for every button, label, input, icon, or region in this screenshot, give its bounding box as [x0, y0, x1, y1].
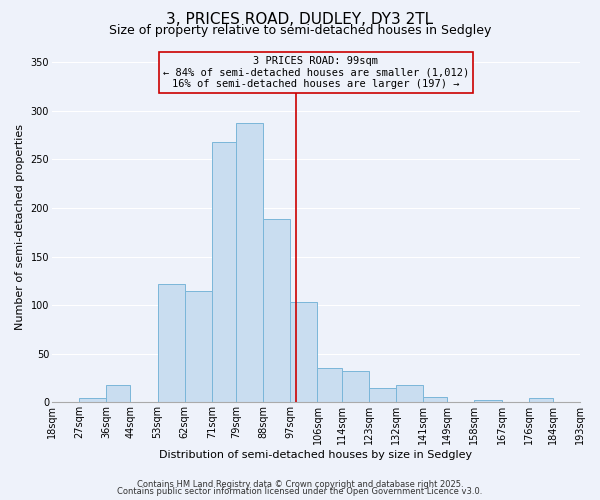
Bar	[290, 302, 317, 402]
Bar	[475, 400, 502, 402]
Bar	[317, 368, 341, 402]
X-axis label: Distribution of semi-detached houses by size in Sedgley: Distribution of semi-detached houses by …	[160, 450, 473, 460]
Bar	[212, 142, 236, 403]
Bar	[369, 388, 396, 402]
Bar	[236, 124, 263, 402]
Bar	[79, 398, 106, 402]
Text: Size of property relative to semi-detached houses in Sedgley: Size of property relative to semi-detach…	[109, 24, 491, 37]
Text: Contains HM Land Registry data © Crown copyright and database right 2025.: Contains HM Land Registry data © Crown c…	[137, 480, 463, 489]
Bar	[341, 372, 369, 402]
Y-axis label: Number of semi-detached properties: Number of semi-detached properties	[15, 124, 25, 330]
Bar	[396, 385, 423, 402]
Text: 3 PRICES ROAD: 99sqm
← 84% of semi-detached houses are smaller (1,012)
16% of se: 3 PRICES ROAD: 99sqm ← 84% of semi-detac…	[163, 56, 469, 89]
Bar	[106, 385, 130, 402]
Bar	[263, 218, 290, 402]
Text: Contains public sector information licensed under the Open Government Licence v3: Contains public sector information licen…	[118, 487, 482, 496]
Bar	[529, 398, 553, 402]
Bar	[185, 290, 212, 403]
Text: 3, PRICES ROAD, DUDLEY, DY3 2TL: 3, PRICES ROAD, DUDLEY, DY3 2TL	[166, 12, 434, 28]
Bar	[158, 284, 185, 403]
Bar	[423, 396, 447, 402]
